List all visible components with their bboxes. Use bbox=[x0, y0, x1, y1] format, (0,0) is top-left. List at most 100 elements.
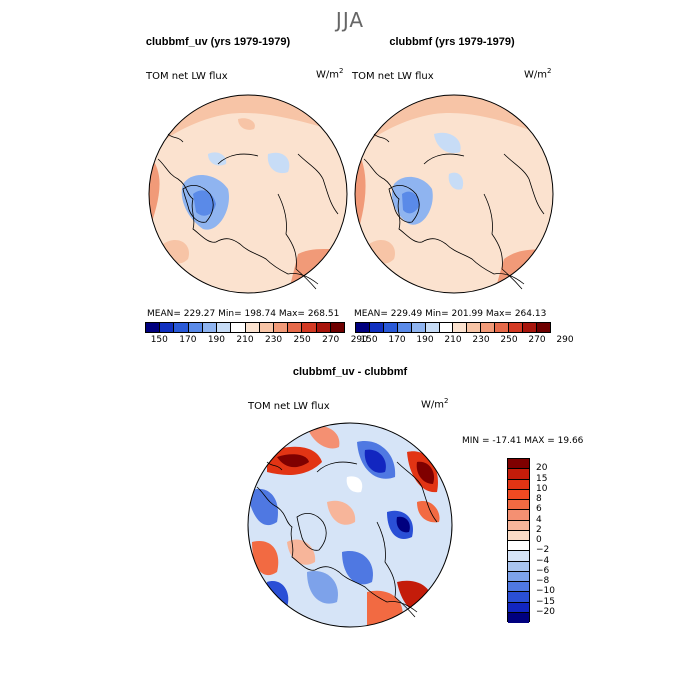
left-colorbar-tick-label: 230 bbox=[264, 335, 283, 345]
diff-variable-label: TOM net LW flux bbox=[248, 401, 330, 412]
diff-panel-title: clubbmf_uv - clubbmf bbox=[292, 366, 408, 378]
left-colorbar-tick-label: 170 bbox=[179, 335, 197, 345]
diff-colorbar-swatch bbox=[508, 520, 529, 531]
left-polar-map bbox=[148, 94, 348, 294]
right-map-border bbox=[354, 94, 554, 294]
diff-colorbar-tick-label: −2 bbox=[536, 545, 550, 556]
left-colorbar-tick-label: 150 bbox=[150, 335, 168, 345]
left-coastlines bbox=[157, 133, 339, 290]
left-variable-label: TOM net LW flux bbox=[146, 71, 228, 82]
left-map-border bbox=[148, 94, 348, 294]
diff-colorbar-swatch bbox=[508, 602, 529, 613]
left-panel-title: clubbmf_uv (yrs 1979-1979) bbox=[145, 36, 291, 48]
diff-colorbar-swatch bbox=[508, 479, 529, 490]
diff-colorbar-swatch bbox=[508, 541, 529, 552]
diff-coastlines bbox=[256, 461, 438, 618]
left-stats: MEAN= 229.27 Min= 198.74 Max= 268.51 bbox=[147, 309, 340, 319]
diff-colorbar-swatch bbox=[508, 489, 529, 500]
diff-colorbar-swatch bbox=[508, 469, 529, 480]
left-unit-label: W/m2 bbox=[316, 67, 344, 81]
right-colorbar-tick-label: 150 bbox=[360, 335, 378, 345]
diff-colorbar-tick-label: 8 bbox=[536, 494, 542, 504]
left-colorbar-swatch bbox=[273, 323, 289, 332]
right-colorbar-swatch bbox=[383, 323, 398, 332]
diff-colorbar-tick-label: −4 bbox=[536, 555, 550, 566]
diff-colorbar-tick-label: 6 bbox=[536, 504, 542, 515]
right-colorbar-tick-label: 170 bbox=[388, 335, 406, 345]
right-variable-label: TOM net LW flux bbox=[352, 71, 434, 82]
diff-colorbar-swatch bbox=[508, 571, 529, 582]
right-colorbar-swatch bbox=[411, 323, 426, 332]
diff-colorbar-tick-label: −6 bbox=[536, 565, 550, 576]
right-colorbar: 150 170 190 210 230 250 270 290 bbox=[355, 322, 574, 345]
right-colorbar-tick-label: 270 bbox=[528, 335, 546, 345]
diff-colorbar-tick-label: 10 bbox=[536, 483, 548, 494]
left-colorbar: 150 170 190 210 230 250 270 290 bbox=[145, 322, 368, 345]
left-colorbar-swatch bbox=[217, 323, 232, 332]
right-colorbar-swatch bbox=[439, 323, 454, 332]
right-colorbar-swatch bbox=[467, 323, 482, 332]
diff-map-border bbox=[247, 422, 453, 628]
left-colorbar-swatch bbox=[288, 323, 303, 332]
diff-colorbar-tick-label: 0 bbox=[536, 535, 542, 545]
diff-colorbar-tick-label: −20 bbox=[536, 606, 555, 617]
right-unit-label: W/m2 bbox=[524, 67, 552, 81]
diff-unit-label: W/m2 bbox=[421, 397, 449, 411]
diff-colorbar-tick-label: −15 bbox=[536, 596, 555, 607]
season-title: JJA bbox=[335, 8, 365, 32]
left-colorbar-swatch bbox=[302, 323, 317, 332]
diff-colorbar-labels: 20 15 10 8 6 4 2 0 −2 −4 −6 −8 −10 −15 −20 bbox=[536, 458, 576, 622]
right-colorbar-tick-label: 290 bbox=[556, 335, 574, 345]
right-colorbar-tick-label: 210 bbox=[444, 335, 462, 345]
left-colorbar-swatch bbox=[146, 323, 161, 332]
left-colorbar-swatch bbox=[330, 323, 345, 332]
left-colorbar-swatch bbox=[160, 323, 175, 332]
left-colorbar-swatch bbox=[231, 323, 246, 332]
diff-colorbar bbox=[507, 458, 530, 623]
diff-colorbar-swatch bbox=[508, 612, 529, 623]
right-colorbar-swatch bbox=[356, 323, 370, 332]
diff-colorbar-swatch bbox=[508, 530, 529, 541]
right-colorbar-tick-label: 230 bbox=[472, 335, 490, 345]
left-colorbar-swatch bbox=[316, 323, 331, 332]
diff-colorbar-tick-label: 15 bbox=[536, 473, 548, 484]
right-coastlines bbox=[363, 133, 545, 290]
left-colorbar-swatch bbox=[259, 323, 274, 332]
right-colorbar-swatch bbox=[523, 323, 537, 332]
diff-stats: MIN = -17.41 MAX = 19.66 bbox=[462, 436, 584, 446]
diff-colorbar-swatch bbox=[508, 582, 529, 593]
diff-colorbar-swatch bbox=[508, 592, 529, 603]
right-colorbar-tick-label: 250 bbox=[500, 335, 518, 345]
right-colorbar-swatch bbox=[397, 323, 412, 332]
diff-colorbar-tick-label: 2 bbox=[536, 524, 542, 535]
right-colorbar-swatch bbox=[369, 323, 384, 332]
right-stats: MEAN= 229.49 Min= 201.99 Max= 264.13 bbox=[354, 309, 547, 319]
left-colorbar-tick-label: 210 bbox=[236, 335, 254, 345]
diff-colorbar-swatch bbox=[508, 561, 529, 572]
left-colorbar-tick-label: 190 bbox=[207, 335, 226, 345]
right-polar-map bbox=[354, 94, 554, 294]
diff-colorbar-swatch bbox=[508, 459, 529, 470]
left-colorbar-tick-label: 270 bbox=[322, 335, 340, 345]
left-colorbar-tick-label: 250 bbox=[293, 335, 311, 345]
right-colorbar-tick-label: 190 bbox=[416, 335, 434, 345]
diff-colorbar-tick-label: −10 bbox=[536, 586, 555, 597]
diff-colorbar-swatch bbox=[508, 500, 529, 511]
right-colorbar-swatch bbox=[453, 323, 468, 332]
diff-map-fill bbox=[248, 423, 452, 627]
diff-colorbar-tick-label: −8 bbox=[536, 576, 550, 586]
left-colorbar-swatch bbox=[245, 323, 260, 332]
right-colorbar-swatch bbox=[495, 323, 510, 332]
diff-colorbar-tick-label: 4 bbox=[536, 514, 542, 525]
right-colorbar-swatch bbox=[509, 323, 524, 332]
diff-colorbar-swatch bbox=[508, 551, 529, 562]
left-colorbar-tick-label: 290 bbox=[350, 335, 368, 345]
left-colorbar-swatch bbox=[188, 323, 203, 332]
right-colorbar-swatch bbox=[481, 323, 496, 332]
diff-colorbar-swatch bbox=[508, 510, 529, 521]
diff-colorbar-tick-label: 20 bbox=[536, 463, 548, 474]
left-colorbar-swatch bbox=[202, 323, 218, 332]
right-colorbar-swatch bbox=[536, 323, 550, 332]
right-colorbar-swatch bbox=[425, 323, 440, 332]
left-colorbar-swatch bbox=[174, 323, 189, 332]
